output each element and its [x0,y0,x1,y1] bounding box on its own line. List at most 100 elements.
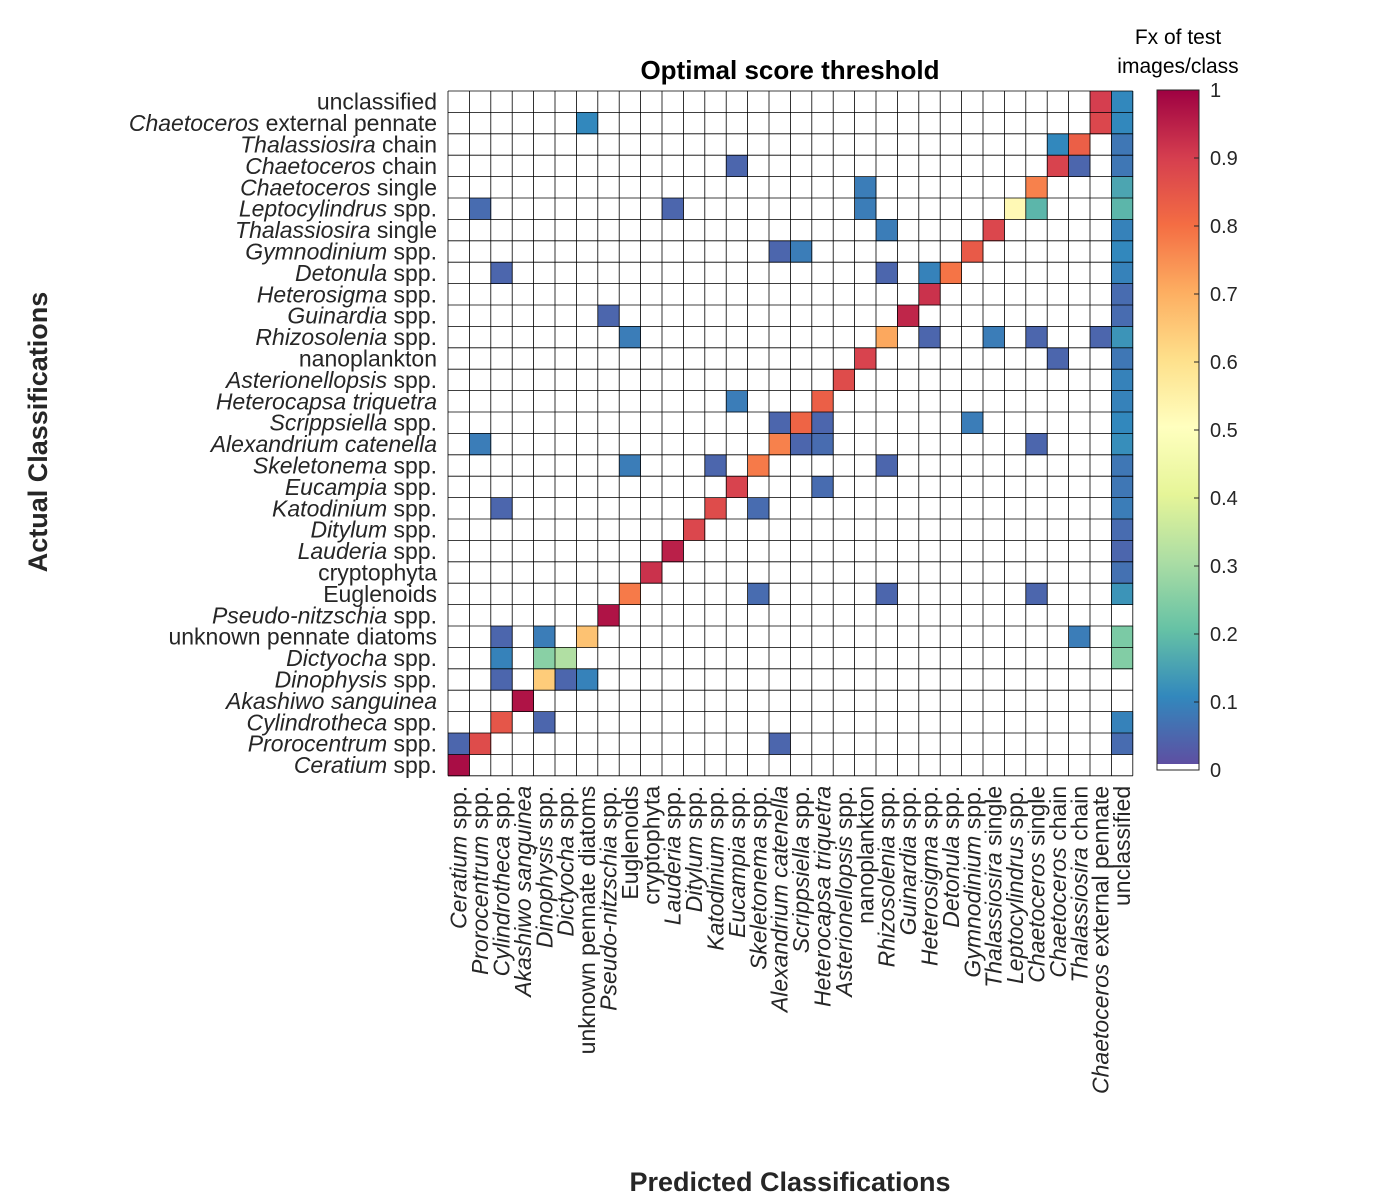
heatmap-cell [555,668,577,691]
heatmap-cell [1090,91,1112,113]
colorbar-tick-label: 0.7 [1210,284,1238,306]
x-tick-label: Dictyocha spp. [553,786,579,937]
heatmap-cell [876,219,898,242]
y-tick-label: Alexandrium catenella [209,431,437,457]
heatmap-cell [1111,647,1134,670]
heatmap-cell [1111,369,1134,391]
heatmap-cell [811,476,834,498]
y-tick-label: nanoplankton [299,346,437,372]
heatmap-cell [1111,412,1134,434]
heatmap-cell [1111,347,1134,370]
y-tick-label: Katodinium spp. [272,495,437,521]
x-tick-label: Chaetoceros chain [1045,786,1071,978]
x-tick-label: cryptophyta [638,786,664,905]
colorbar-tick-label: 0.1 [1210,692,1238,714]
x-tick-label: Akashiwo sanguinea [510,786,536,999]
heatmap-cell [597,305,620,327]
heatmap-cell [448,754,470,777]
x-tick-label: unknown pennate diatoms [574,786,600,1055]
heatmap-cell [490,711,513,734]
heatmap-cell [811,412,834,434]
heatmap-cell [1111,283,1134,306]
x-tick-label: Pseudo-nitzschia spp. [596,786,622,1011]
y-tick-label: Dinophysis spp. [275,667,437,693]
heatmap-cell [1111,519,1134,541]
heatmap-cell [833,369,855,391]
x-axis-title: Predicted Classifications [629,1167,950,1197]
heatmap-cell [533,668,556,691]
colorbar-title-line2: images/class [1117,55,1238,78]
heatmap-cell [490,262,513,284]
heatmap-cell [1111,133,1134,156]
x-tick-label: unclassified [1109,786,1135,906]
y-tick-label: unclassified [317,89,437,115]
heatmap-cell [747,497,770,520]
heatmap-cell [533,626,556,648]
colorbar-tick-label: 0.4 [1210,488,1238,510]
heatmap-cell [876,326,898,349]
x-tick-label: Katodinium spp. [703,786,729,951]
heatmap-cell [811,433,834,456]
heatmap-cell [1111,433,1134,456]
heatmap-cell [704,497,727,520]
x-tick-label: Ditylum spp. [681,786,707,913]
heatmap-cell [1111,583,1134,605]
x-tick-label: Thalassiosira single [981,786,1007,988]
heatmap-cell [790,412,813,434]
y-tick-label: Gymnodinium spp. [245,239,437,265]
heatmap-cell [469,433,492,456]
x-tick-label: Asterionellopsis spp. [831,786,857,999]
y-tick-label: Heterosigma spp. [257,281,437,307]
heatmap-cell [1068,133,1091,156]
heatmap-cell [1111,476,1134,498]
y-tick-labels: Ceratium spp.Prorocentrum spp.Cylindroth… [129,89,437,778]
heatmap-cell [876,262,898,284]
heatmap-cell [662,198,684,220]
x-tick-label: Ceratium spp. [446,786,472,929]
heatmap-cell [662,540,684,563]
colorbar-tick-label: 1 [1210,80,1221,102]
colorbar-tick-label: 0.5 [1210,420,1238,442]
heatmap-cell [1025,176,1048,199]
colorbar-tick-label: 0.9 [1210,148,1238,170]
heatmap-cell [619,583,641,605]
heatmap-cell [1111,561,1134,584]
heatmap-cell [1111,219,1134,242]
heatmap-cell [769,433,791,456]
heatmap-cell [961,412,984,434]
x-tick-label: Chaetoceros single [1024,786,1050,983]
y-tick-label: Ditylum spp. [310,517,437,543]
heatmap-cell [1111,733,1134,755]
heatmap-cell [1025,326,1048,349]
heatmap-cell [854,198,877,220]
x-tick-label: Gymnodinium spp. [959,786,985,978]
heatmap-cell [640,561,663,584]
y-tick-label: cryptophyta [318,560,437,586]
y-tick-label: Rhizosolenia spp. [255,324,437,350]
y-tick-label: Thalassiosira chain [240,132,437,158]
colorbar-tick-label: 0.8 [1210,216,1238,238]
heatmap-cell [555,647,577,670]
heatmap-cell [769,240,791,263]
x-tick-label: Heterocapsa triquetra [810,786,836,1007]
heatmap-cell [1047,155,1069,177]
heatmap-cell [961,240,984,263]
x-tick-label: Cylindrotheca spp. [489,786,515,977]
colorbar-zero-swatch [1157,764,1199,770]
heatmap-cell [1111,240,1134,263]
y-tick-label: Cylindrotheca spp. [246,709,437,735]
x-tick-label: Detonula spp. [938,786,964,928]
heatmap-cell [469,733,492,755]
y-tick-label: Asterionellopsis spp. [224,367,437,393]
colorbar-tick-label: 0.2 [1210,624,1238,646]
colorbar-tick-label: 0.3 [1210,556,1238,578]
heatmap-cell [1111,454,1134,477]
y-tick-label: Guinardia spp. [287,303,437,329]
heatmap-cell [940,262,962,284]
y-tick-label: Eucampia spp. [285,474,437,500]
heatmap-cell [448,733,470,755]
colorbar-gradient [1157,90,1199,764]
x-tick-label: Thalassiosira chain [1066,786,1092,983]
heatmap-cell [1111,176,1134,199]
heatmap-cell [918,262,941,284]
